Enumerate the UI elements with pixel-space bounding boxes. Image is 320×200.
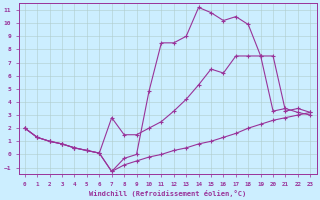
X-axis label: Windchill (Refroidissement éolien,°C): Windchill (Refroidissement éolien,°C) — [89, 190, 246, 197]
